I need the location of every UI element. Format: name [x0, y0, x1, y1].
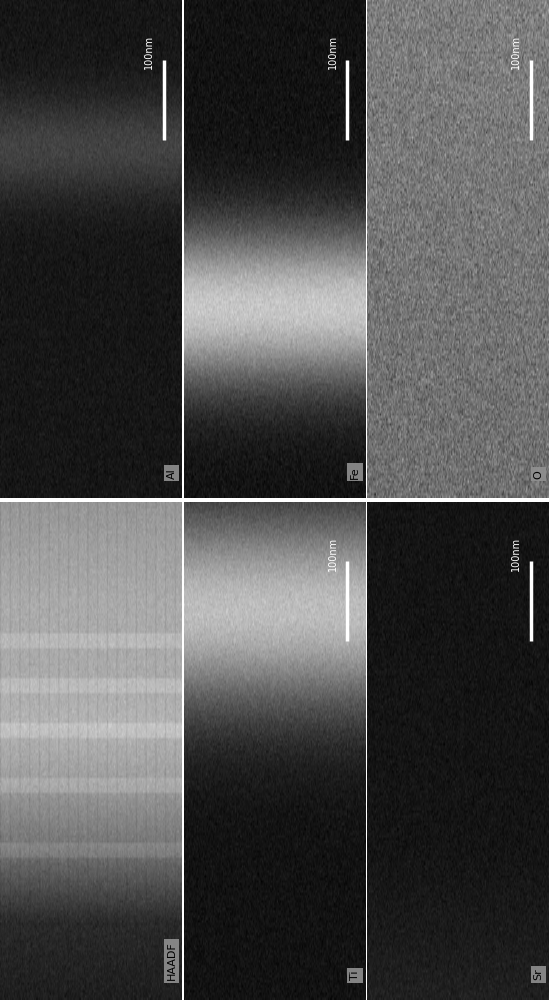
- Text: Al: Al: [166, 468, 176, 479]
- Text: Ti: Ti: [350, 971, 360, 980]
- Text: Sr: Sr: [534, 968, 544, 980]
- Text: HAADF: HAADF: [166, 941, 176, 980]
- Text: 100nm: 100nm: [511, 35, 521, 69]
- Text: 100nm: 100nm: [328, 35, 338, 69]
- Text: Fe: Fe: [350, 466, 360, 479]
- Text: 100nm: 100nm: [511, 536, 521, 571]
- Text: 100nm: 100nm: [328, 536, 338, 571]
- Text: O: O: [534, 470, 544, 479]
- Text: 100nm: 100nm: [144, 35, 154, 69]
